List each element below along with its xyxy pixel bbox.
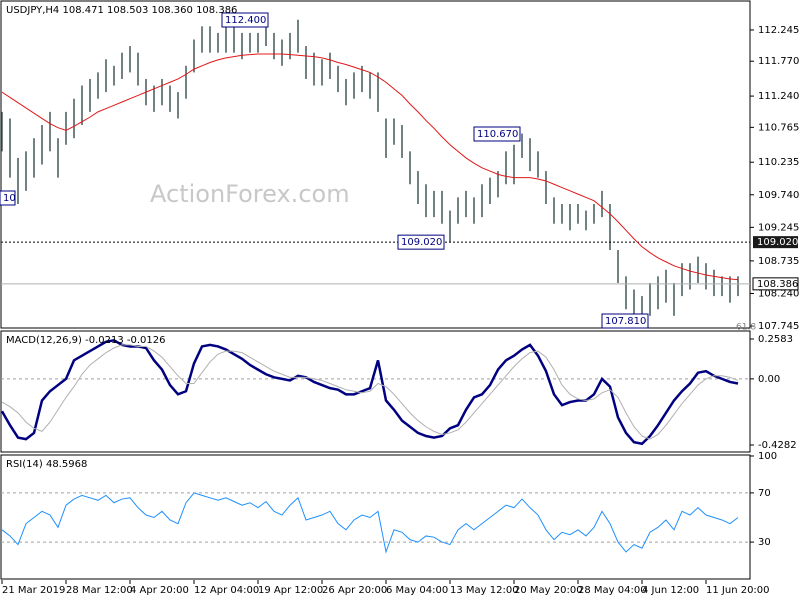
series-line [1, 492, 739, 554]
x-tick-label: 4 Jun 12:00 [642, 585, 699, 596]
annotation: 110.670 [477, 129, 518, 140]
y-tick-label: 30 [758, 537, 771, 548]
x-tick-label: 28 May 04:00 [578, 585, 647, 596]
x-tick-label: 21 Mar 2019 [2, 585, 65, 596]
annotation-box [0, 190, 16, 206]
y-tick-label: 108.240 [758, 288, 799, 299]
y-tick-label: 107.745 [758, 321, 799, 332]
annotation: 109.020 [401, 237, 442, 248]
panel-title: USDJPY,H4 108.471 108.503 108.360 108.38… [6, 5, 237, 16]
y-tick-label: 109.740 [758, 190, 799, 201]
annotation-box [601, 313, 649, 329]
x-tick-label: 26 Apr 20:00 [322, 585, 387, 596]
annotation-box [473, 126, 521, 142]
annotation: 61.8 [736, 323, 756, 333]
y-tick-label: 0.2583 [758, 334, 793, 345]
y-tick-label: -0.4282 [758, 440, 797, 451]
x-tick-label: 13 May 12:00 [450, 585, 519, 596]
panel-frame [0, 454, 751, 580]
panel-frame [0, 330, 751, 453]
annotation: 107.810 [605, 316, 646, 327]
x-tick-label: 19 Apr 12:00 [258, 585, 323, 596]
x-tick-label: 11 Jun 20:00 [706, 585, 770, 596]
x-tick-label: 4 Apr 20:00 [130, 585, 189, 596]
last-price-label: 108.386 [757, 279, 798, 290]
y-tick-label: 108.735 [758, 256, 799, 267]
y-tick-label: 109.245 [758, 222, 799, 233]
level-label-box [753, 236, 798, 249]
y-tick-label: 110.765 [758, 122, 799, 133]
y-tick-label: 112.245 [758, 25, 799, 36]
series-line [1, 344, 739, 440]
y-tick-label: 70 [758, 488, 771, 499]
panel-title: RSI(14) 48.5968 [6, 459, 87, 470]
y-tick-label: 100 [758, 451, 777, 462]
last-price-box [752, 277, 799, 291]
series-line [0, 338, 739, 446]
level-label: 109.020 [757, 237, 798, 248]
x-tick-label: 12 Apr 04:00 [194, 585, 259, 596]
x-tick-label: 6 May 04:00 [386, 585, 448, 596]
x-tick-label: 28 Mar 12:00 [66, 585, 133, 596]
annotation-box [221, 12, 269, 28]
y-tick-label: 111.770 [758, 56, 799, 67]
y-tick-label: 111.240 [758, 91, 799, 102]
y-tick-label: 110.235 [758, 157, 799, 168]
panel-title: MACD(12,26,9) -0.0213 -0.0126 [6, 335, 166, 346]
x-tick-label: 20 May 20:00 [514, 585, 583, 596]
y-tick-label: 0.00 [758, 374, 780, 385]
series-line [1, 53, 739, 281]
annotation: 112.400 [225, 15, 266, 26]
panel-frame [0, 0, 751, 329]
annotation-box [397, 234, 445, 250]
annotation: 10 [3, 193, 16, 204]
watermark: ActionForex.com [150, 180, 350, 208]
